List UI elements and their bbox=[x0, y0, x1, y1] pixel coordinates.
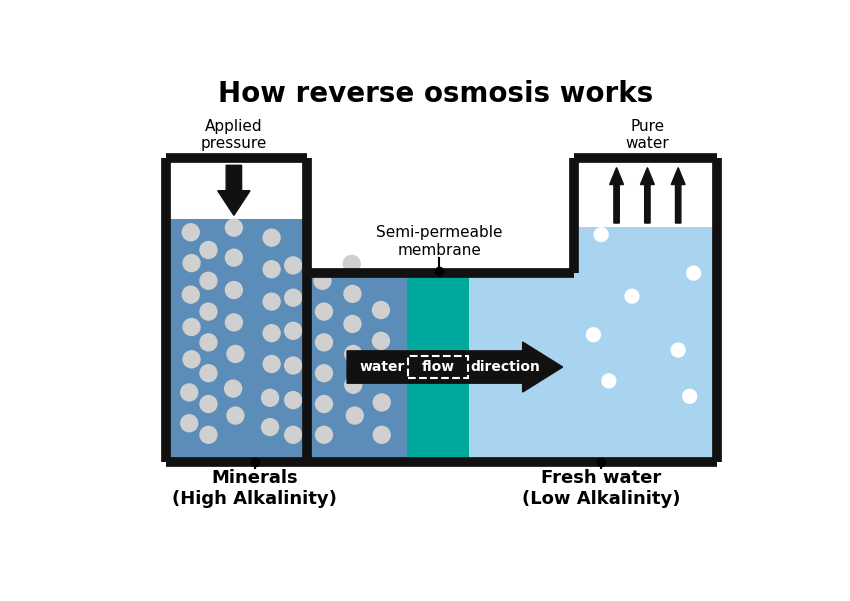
FancyArrow shape bbox=[672, 168, 685, 223]
Circle shape bbox=[343, 255, 360, 272]
FancyArrow shape bbox=[218, 165, 250, 215]
Circle shape bbox=[285, 392, 302, 409]
Polygon shape bbox=[577, 227, 714, 459]
Circle shape bbox=[285, 357, 302, 374]
Text: water: water bbox=[359, 360, 405, 374]
Circle shape bbox=[264, 355, 280, 373]
Circle shape bbox=[625, 289, 639, 303]
Circle shape bbox=[182, 286, 199, 303]
Circle shape bbox=[602, 374, 615, 388]
Circle shape bbox=[262, 419, 279, 436]
Circle shape bbox=[200, 272, 217, 289]
Circle shape bbox=[264, 261, 280, 278]
Text: direction: direction bbox=[471, 360, 541, 374]
Circle shape bbox=[285, 322, 302, 340]
Circle shape bbox=[372, 363, 389, 380]
FancyArrow shape bbox=[609, 168, 624, 223]
Circle shape bbox=[200, 365, 217, 382]
Polygon shape bbox=[169, 219, 304, 459]
Circle shape bbox=[262, 389, 279, 406]
Circle shape bbox=[315, 365, 332, 382]
Circle shape bbox=[227, 407, 244, 424]
FancyArrow shape bbox=[640, 168, 654, 223]
Circle shape bbox=[200, 303, 217, 320]
Text: Fresh water
(Low Alkalinity): Fresh water (Low Alkalinity) bbox=[522, 469, 680, 508]
Circle shape bbox=[586, 328, 600, 341]
Circle shape bbox=[345, 376, 362, 393]
Circle shape bbox=[225, 281, 242, 299]
Circle shape bbox=[346, 407, 363, 424]
Circle shape bbox=[344, 285, 361, 302]
Circle shape bbox=[182, 224, 199, 241]
Text: flow: flow bbox=[422, 360, 455, 374]
Circle shape bbox=[183, 319, 200, 335]
Circle shape bbox=[285, 289, 302, 306]
Circle shape bbox=[315, 395, 332, 412]
Circle shape bbox=[672, 343, 685, 357]
Polygon shape bbox=[407, 273, 468, 459]
Circle shape bbox=[683, 389, 697, 403]
Polygon shape bbox=[468, 273, 577, 459]
Circle shape bbox=[264, 229, 280, 246]
Text: How reverse osmosis works: How reverse osmosis works bbox=[218, 81, 654, 108]
Circle shape bbox=[264, 293, 280, 310]
Circle shape bbox=[315, 426, 332, 444]
Text: Semi-permeable
membrane: Semi-permeable membrane bbox=[377, 225, 502, 258]
Circle shape bbox=[372, 302, 389, 319]
Circle shape bbox=[183, 255, 200, 272]
FancyArrow shape bbox=[347, 342, 563, 392]
Circle shape bbox=[315, 334, 332, 351]
Circle shape bbox=[372, 332, 389, 349]
Circle shape bbox=[200, 242, 217, 258]
Circle shape bbox=[594, 228, 608, 242]
Circle shape bbox=[344, 316, 361, 332]
Circle shape bbox=[264, 325, 280, 341]
Circle shape bbox=[181, 415, 198, 432]
Text: Pure
water: Pure water bbox=[626, 119, 669, 151]
Circle shape bbox=[373, 394, 390, 411]
Circle shape bbox=[687, 266, 700, 280]
Circle shape bbox=[181, 384, 198, 401]
Circle shape bbox=[224, 380, 241, 397]
Circle shape bbox=[225, 219, 242, 236]
Circle shape bbox=[285, 426, 302, 444]
Circle shape bbox=[200, 334, 217, 351]
Circle shape bbox=[225, 249, 242, 266]
Circle shape bbox=[200, 395, 217, 412]
Circle shape bbox=[183, 351, 200, 368]
Circle shape bbox=[285, 257, 302, 274]
Circle shape bbox=[200, 426, 217, 444]
Circle shape bbox=[225, 314, 242, 331]
Circle shape bbox=[314, 272, 331, 289]
Circle shape bbox=[656, 197, 670, 211]
Circle shape bbox=[373, 426, 390, 444]
Bar bbox=[408, 356, 468, 378]
Circle shape bbox=[227, 346, 244, 362]
Text: Applied
pressure: Applied pressure bbox=[201, 119, 267, 151]
Circle shape bbox=[345, 346, 362, 362]
Circle shape bbox=[315, 303, 332, 320]
Polygon shape bbox=[304, 273, 407, 459]
Text: Minerals
(High Alkalinity): Minerals (High Alkalinity) bbox=[173, 469, 337, 508]
